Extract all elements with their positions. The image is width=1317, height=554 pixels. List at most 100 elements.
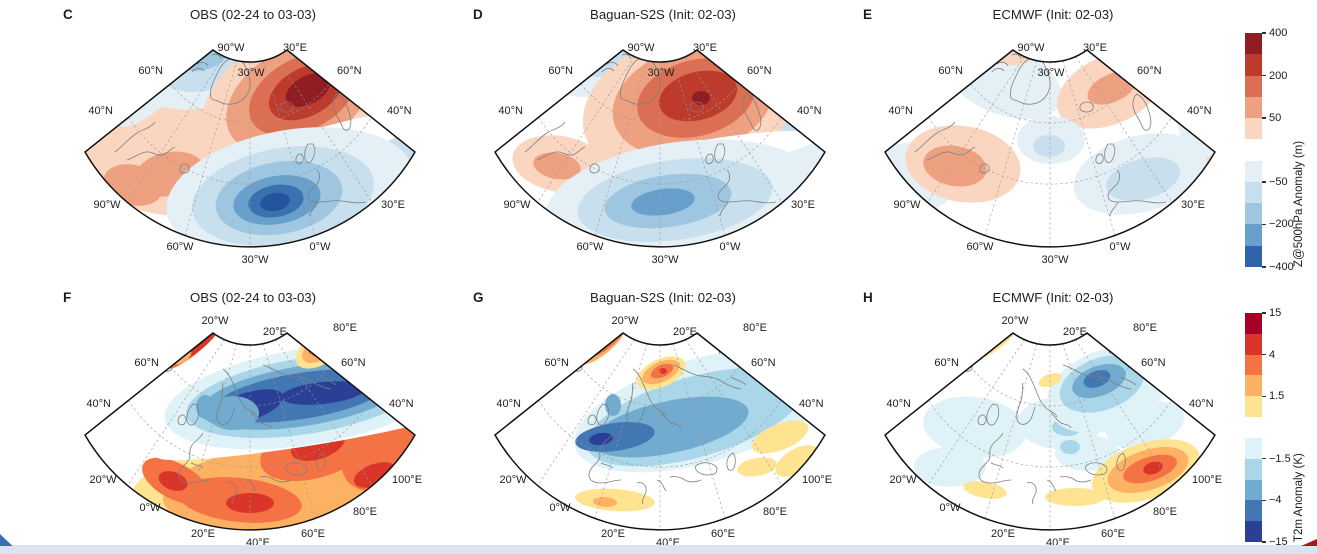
svg-text:40°N: 40°N [799,398,824,410]
svg-text:30°E: 30°E [693,42,717,54]
map-area-z500-baguan [495,50,825,247]
svg-text:0°W: 0°W [720,241,742,253]
svg-text:40°N: 40°N [1189,398,1214,410]
svg-text:90°W: 90°W [503,199,531,211]
svg-text:80°E: 80°E [1133,322,1157,334]
svg-text:30°E: 30°E [283,42,307,54]
svg-text:40°N: 40°N [496,398,521,410]
svg-text:60°N: 60°N [747,65,772,77]
svg-text:100°E: 100°E [1192,474,1222,486]
cropped-next-row-colorbar-sliver [1301,539,1317,546]
svg-text:30°E: 30°E [791,199,815,211]
graticule-labels: 20°W 20°E 80°E 60°N 60°N 40°N 40°N 20°W … [886,315,1222,549]
map-area-t2m-ecmwf [885,333,1215,530]
panel-letter: E [863,7,872,22]
panel-letter: G [473,290,484,305]
svg-text:60°N: 60°N [341,357,366,369]
svg-text:20°W: 20°W [1001,315,1029,327]
svg-text:20°E: 20°E [263,326,287,338]
svg-text:60°W: 60°W [576,241,604,253]
map-area-z500-obs [85,50,415,247]
svg-text:60°N: 60°N [134,357,159,369]
map-area-t2m-baguan [495,333,825,530]
svg-text:40°N: 40°N [88,105,113,117]
svg-text:40°N: 40°N [797,105,822,117]
svg-text:60°W: 60°W [166,241,194,253]
svg-text:20°W: 20°W [889,474,917,486]
svg-text:20°E: 20°E [991,528,1015,540]
svg-text:60°E: 60°E [301,528,325,540]
svg-text:60°N: 60°N [138,65,163,77]
tick: −50 [1262,176,1288,188]
svg-text:60°W: 60°W [966,241,994,253]
graticule-labels: 20°W 20°E 80°E 60°N 60°N 40°N 40°N 20°W … [86,315,422,549]
svg-text:40°N: 40°N [498,105,523,117]
map-area-t2m-obs [85,333,415,530]
svg-text:80°E: 80°E [743,322,767,334]
svg-text:60°N: 60°N [751,357,776,369]
svg-text:90°W: 90°W [93,199,121,211]
tick: −4 [1262,494,1282,506]
svg-text:100°E: 100°E [802,474,832,486]
svg-text:30°W: 30°W [651,254,679,266]
graticule-labels: 20°W 20°E 80°E 60°N 60°N 40°N 40°N 20°W … [496,315,832,549]
svg-text:60°N: 60°N [1141,357,1166,369]
panel-title: Baguan-S2S (Init: 02-03) [590,290,736,305]
svg-text:30°W: 30°W [241,254,269,266]
panel-title: ECMWF (Init: 02-03) [993,290,1114,305]
tick: −1.5 [1262,453,1291,465]
panel-g: G Baguan-S2S (Init: 02-03) [473,290,832,549]
panel-letter: H [863,290,873,305]
tick: 15 [1262,307,1281,319]
svg-text:20°W: 20°W [201,315,229,327]
svg-text:90°W: 90°W [893,199,921,211]
colorbar-z500-title: Z@500hPa Anomaly (m) [1293,140,1305,267]
svg-text:30°W: 30°W [1041,254,1069,266]
svg-text:30°E: 30°E [1181,199,1205,211]
svg-text:30°W: 30°W [647,67,675,79]
graticule-labels: 90°W 30°E 30°W 60°N 60°N 40°N 40°N 90°W … [88,42,411,266]
colorbar-z500: 400 200 50 −50 −200 −400 Z@500hPa Anomal… [1245,27,1317,273]
graticule-labels: 90°W 30°E 30°W 60°N 60°N 40°N 40°N 90°W … [888,42,1211,266]
svg-text:80°E: 80°E [763,506,787,518]
colorbar-t2m-title: T2m Anomaly (K) [1293,453,1305,542]
svg-text:20°W: 20°W [611,315,639,327]
svg-text:40°N: 40°N [86,398,111,410]
tick: −200 [1262,218,1294,230]
svg-text:0°W: 0°W [550,502,572,514]
svg-text:20°E: 20°E [1063,326,1087,338]
tick: −400 [1262,261,1294,273]
colorbar-t2m: 15 4 1.5 −1.5 −4 −15 T2m Anomaly (K) [1245,307,1317,548]
svg-text:60°N: 60°N [337,65,362,77]
svg-text:60°E: 60°E [1101,528,1125,540]
svg-text:80°E: 80°E [1153,506,1177,518]
svg-text:20°E: 20°E [191,528,215,540]
svg-text:0°W: 0°W [940,502,962,514]
svg-text:80°E: 80°E [353,506,377,518]
svg-text:30°E: 30°E [381,199,405,211]
svg-text:40°N: 40°N [888,105,913,117]
panel-title: ECMWF (Init: 02-03) [993,7,1114,22]
svg-text:20°W: 20°W [499,474,527,486]
svg-text:30°W: 30°W [237,67,265,79]
svg-text:90°W: 90°W [627,42,655,54]
svg-text:0°W: 0°W [140,502,162,514]
tick: 400 [1262,27,1287,39]
svg-text:90°W: 90°W [1017,42,1045,54]
svg-text:40°N: 40°N [886,398,911,410]
svg-text:40°N: 40°N [387,105,412,117]
colorbar-t2m-gradient [1245,313,1262,542]
svg-text:40°N: 40°N [1187,105,1212,117]
svg-text:0°W: 0°W [310,241,332,253]
panel-c: C OBS (02-24 to 03-03) [63,7,416,266]
svg-text:60°N: 60°N [544,357,569,369]
panel-title: OBS (02-24 to 03-03) [190,290,316,305]
svg-text:90°W: 90°W [217,42,245,54]
svg-text:0°W: 0°W [1110,241,1132,253]
svg-text:30°E: 30°E [1083,42,1107,54]
cropped-next-row-strip [0,545,1317,554]
tick: 1.5 [1262,390,1284,402]
panel-letter: D [473,7,483,22]
svg-text:60°E: 60°E [711,528,735,540]
